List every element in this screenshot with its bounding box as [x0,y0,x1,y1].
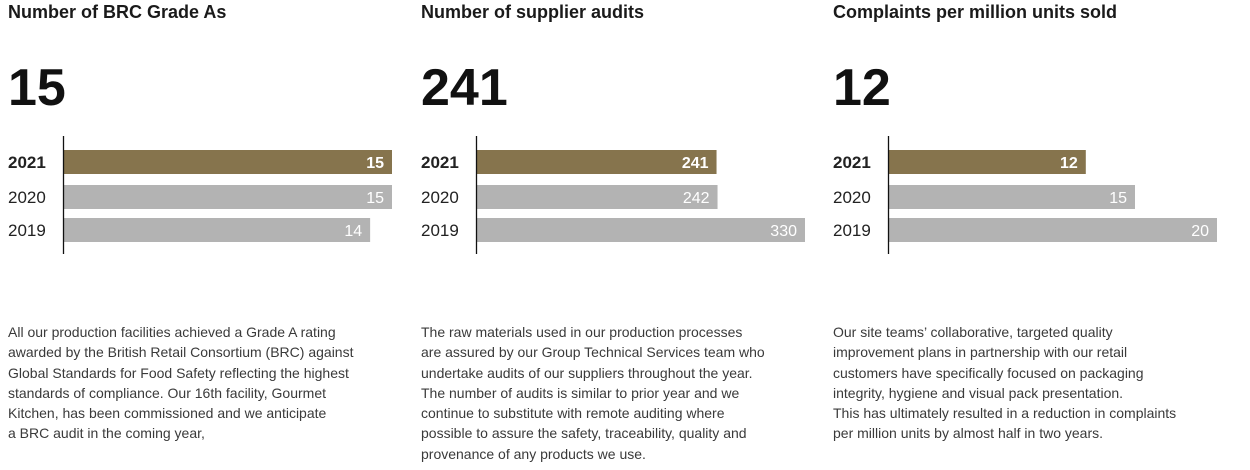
bar-2019 [477,218,805,242]
bar-value-label-2019: 330 [770,223,797,240]
bar-value-label-2019: 14 [344,223,362,240]
bar-chart-svg: 2021 241 2020 242 2019 330 [421,136,805,254]
category-label-2021: 2021 [833,153,871,172]
kpi-panel-complaints: Complaints per million units sold 12 202… [833,0,1228,470]
panel-description: Our site teams’ collaborative, targeted … [833,324,1177,442]
bar-chart-svg: 2021 12 2020 15 2019 20 [833,136,1217,254]
bar-value-label-2021: 241 [682,155,709,172]
bar-chart: 2021 15 2020 15 2019 14 [8,136,403,256]
category-label-2021: 2021 [421,153,459,172]
category-label-2019: 2019 [833,221,871,240]
kpi-panel-brc-grades: Number of BRC Grade As 15 2021 15 2020 15 20… [8,0,403,470]
bar-chart: 2021 241 2020 242 2019 330 [421,136,816,256]
bar-2021 [64,150,392,174]
bar-2020 [64,185,392,209]
headline-value: 15 [8,59,66,117]
category-label-2021: 2021 [8,153,46,172]
panel-description: The raw materials used in our production… [421,324,765,462]
bar-2021 [889,150,1086,174]
headline-value: 12 [833,59,891,117]
bar-value-label-2020: 242 [683,190,710,207]
bar-value-label-2019: 20 [1191,223,1209,240]
category-label-2019: 2019 [421,221,459,240]
panel-title: Number of supplier audits [421,2,645,22]
kpi-panel-supplier-audits: Number of supplier audits 241 2021 241 202… [421,0,816,470]
bar-2021 [477,150,717,174]
bar-value-label-2020: 15 [366,190,384,207]
bar-chart: 2021 12 2020 15 2019 20 [833,136,1228,256]
panel-title: Complaints per million units sold [833,2,1118,22]
bar-value-label-2021: 15 [366,155,384,172]
panel-title: Number of BRC Grade As [8,2,227,22]
headline-value: 241 [421,59,508,117]
category-label-2020: 2020 [8,188,46,207]
bar-value-label-2021: 12 [1060,155,1078,172]
bar-chart-svg: 2021 15 2020 15 2019 14 [8,136,392,254]
bar-2020 [477,185,718,209]
panel-description: All our production facilities achieved a… [8,324,354,442]
category-label-2020: 2020 [421,188,459,207]
bar-2020 [889,185,1135,209]
bar-2019 [889,218,1217,242]
category-label-2019: 2019 [8,221,46,240]
bar-value-label-2020: 15 [1109,190,1127,207]
category-label-2020: 2020 [833,188,871,207]
bar-2019 [64,218,371,242]
